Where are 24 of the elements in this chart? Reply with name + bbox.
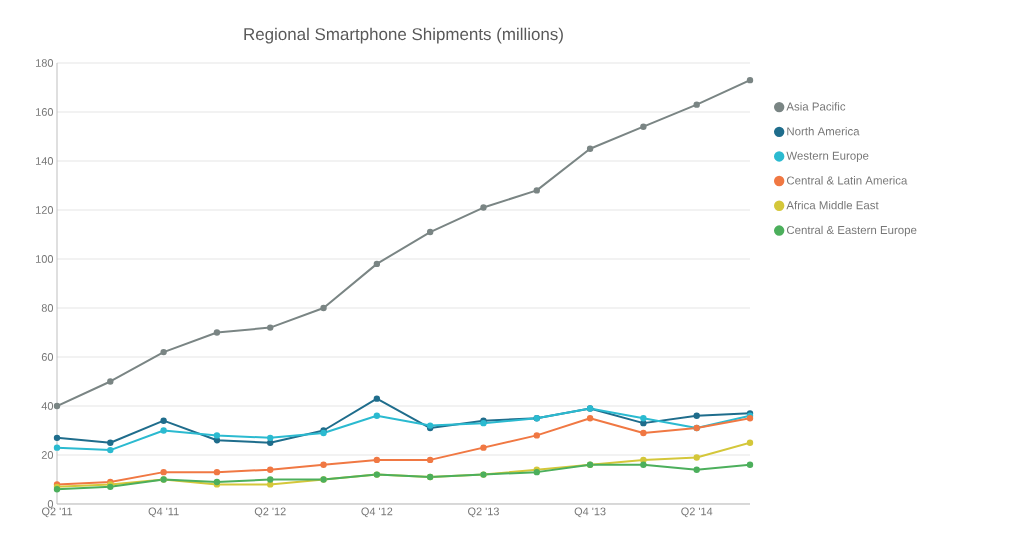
legend-label: Africa Middle East — [786, 200, 879, 210]
x-tick-label: Q2 '13 — [468, 507, 499, 518]
y-tick-label: 60 — [41, 353, 54, 361]
legend-label: Central & Latin America — [786, 176, 908, 185]
x-tick-label: Q2 '11 — [41, 507, 73, 518]
x-tick-label: Q2 '12 — [254, 507, 286, 518]
x-tick-label: Q4 '11 — [148, 507, 179, 518]
y-tick-label: 160 — [36, 108, 54, 116]
y-tick-label: 80 — [41, 304, 54, 312]
y-tick-label: 0 — [47, 500, 54, 508]
x-tick-label: Q2 '14 — [681, 507, 713, 518]
x-tick-label: Q4 '12 — [361, 507, 393, 518]
y-tick-label: 120 — [36, 206, 54, 214]
legend-label: North America — [787, 126, 860, 136]
y-tick-label: 20 — [41, 451, 54, 459]
y-tick-label: 100 — [36, 255, 54, 263]
y-tick-label: 140 — [36, 157, 54, 165]
y-tick-label: 180 — [36, 59, 54, 67]
legend-label: Asia Pacific — [786, 102, 846, 111]
x-tick-label: Q4 '13 — [574, 507, 606, 518]
chart-title: Regional Smartphone Shipments (millions) — [244, 27, 563, 44]
legend-label: Western Europe — [786, 151, 869, 163]
y-tick-label: 40 — [41, 402, 54, 410]
legend-label: Central & Eastern Europe — [786, 225, 917, 237]
